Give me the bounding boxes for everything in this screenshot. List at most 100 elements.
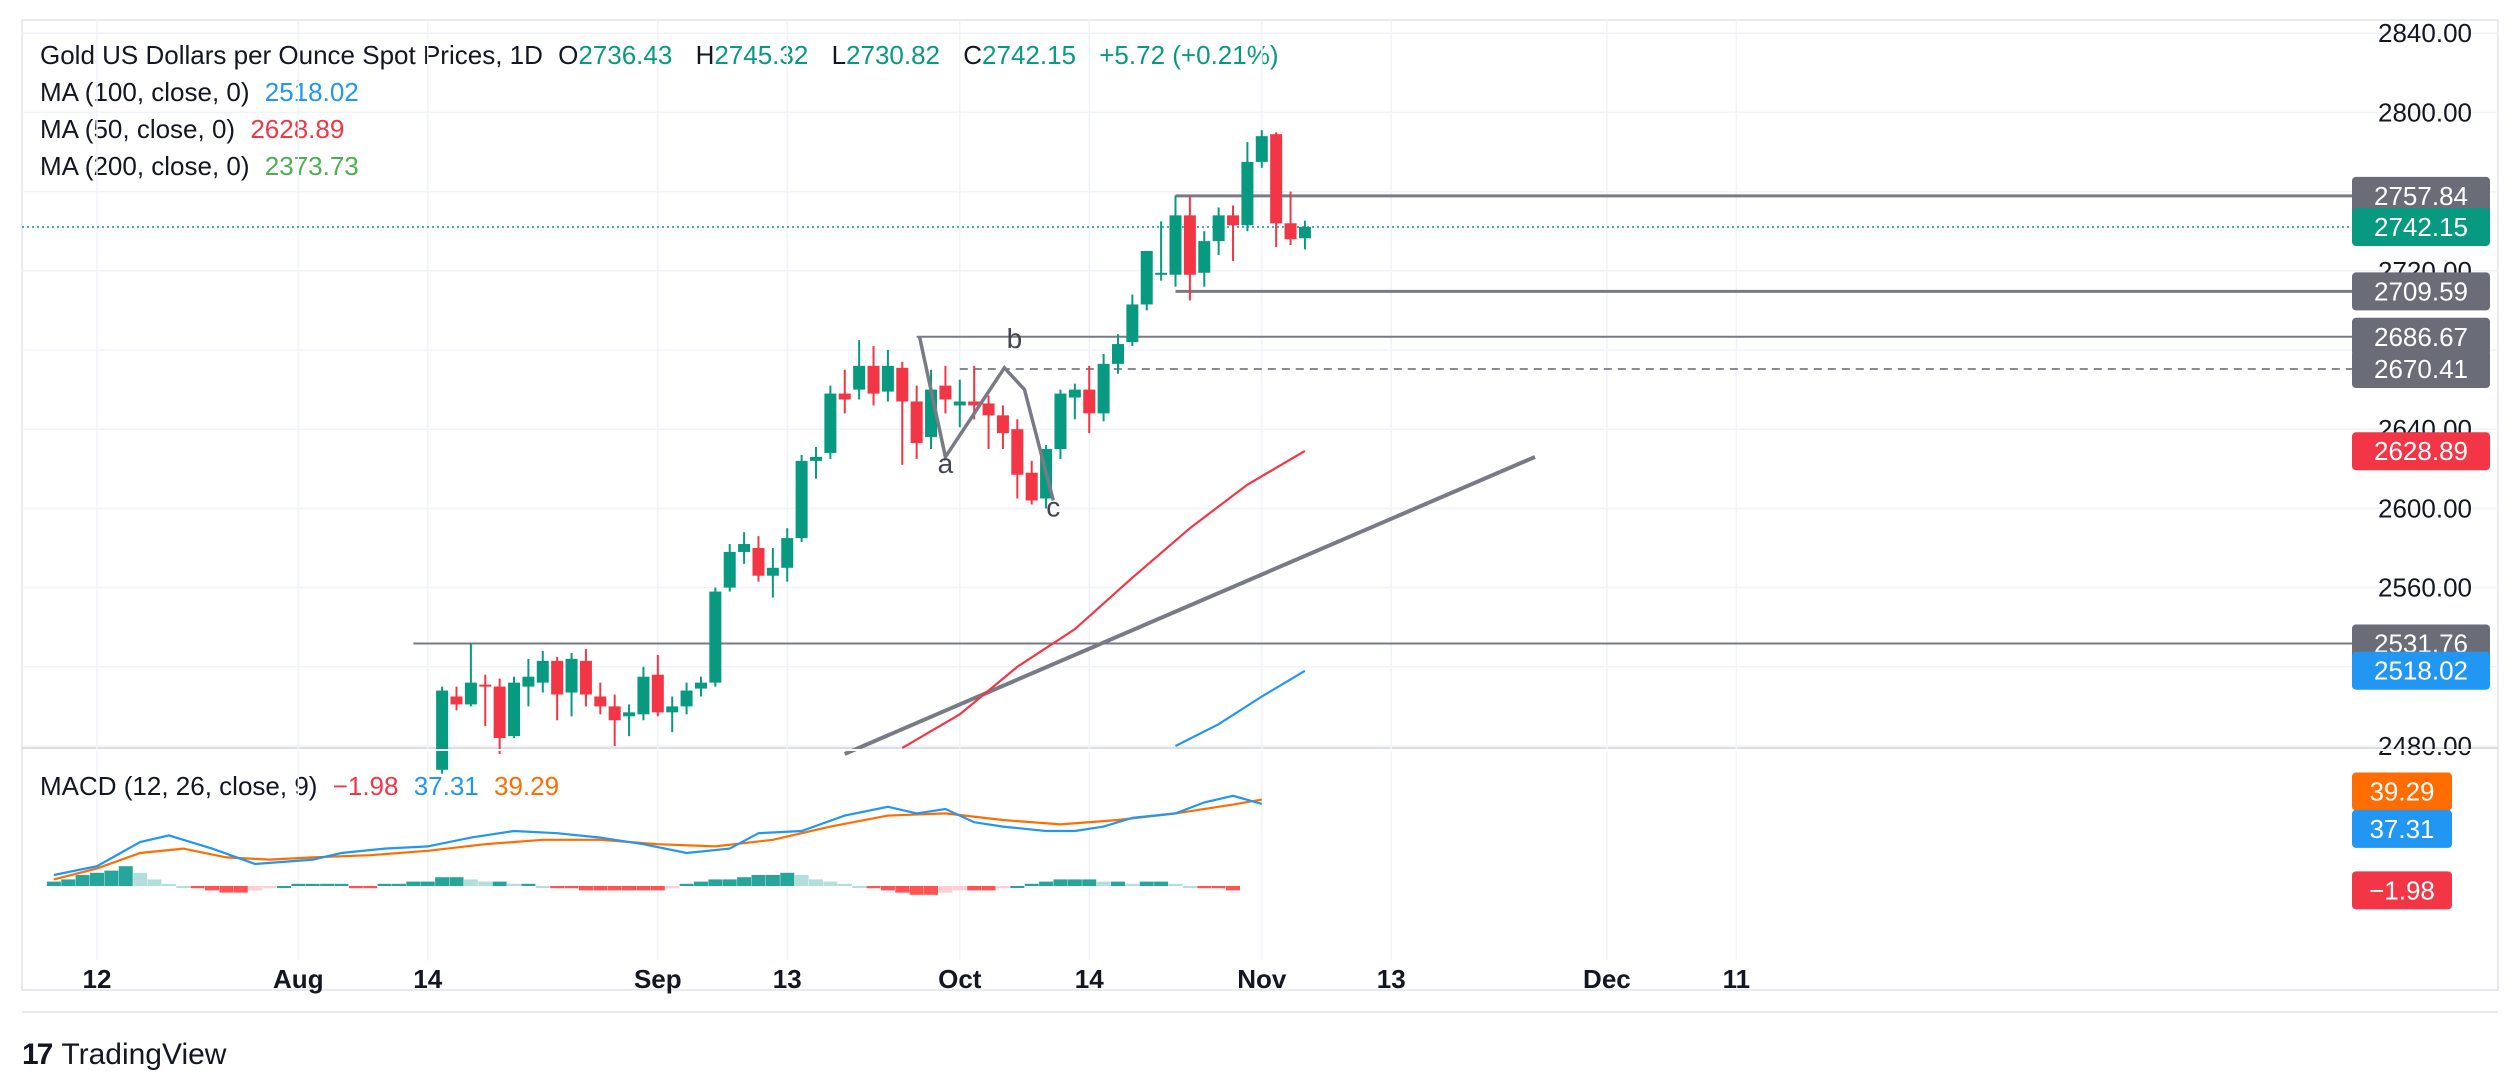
macd-histogram-bar <box>75 875 90 886</box>
legend-ma200[interactable]: MA (200, close, 0) 2373.73 <box>40 151 359 181</box>
macd-histogram-bar <box>521 883 536 886</box>
legend-ma100[interactable]: MA (100, close, 0) 2518.02 <box>40 77 359 107</box>
macd-histogram-bar <box>1182 886 1197 888</box>
pane-mask <box>23 749 2497 751</box>
macd-histogram-bar <box>348 886 363 889</box>
macd-histogram-bar <box>190 886 205 889</box>
candle-body <box>1011 429 1024 475</box>
level-badge: 2686.67 <box>2374 322 2468 352</box>
price-badge-bg <box>2352 651 2490 690</box>
macd-histogram-bar <box>334 883 349 886</box>
macd-histogram-bar <box>1067 879 1082 886</box>
candle-body <box>551 660 564 695</box>
candle-body <box>579 660 592 695</box>
macd-histogram-bar <box>981 886 996 891</box>
macd-histogram-bar <box>622 886 637 891</box>
tradingview-logo[interactable]: 17 TradingView <box>22 1038 226 1072</box>
macd-histogram-bar <box>262 886 277 889</box>
candle-body <box>810 456 822 461</box>
ohlc-low: L2730.82 <box>831 40 941 70</box>
macd-histogram-bar <box>895 886 910 893</box>
candle-body <box>1140 251 1153 305</box>
ma50-value: 2628.89 <box>250 114 345 144</box>
price-badge-bg <box>2352 432 2490 471</box>
macd-histogram-bar <box>866 886 881 889</box>
macd-histogram-bar <box>90 872 104 886</box>
macd-histogram-bar <box>463 879 478 886</box>
macd-histogram-bar <box>61 879 76 886</box>
macd-histogram-bar <box>1053 879 1068 886</box>
price-badge: 2518.02 <box>2374 656 2468 686</box>
macd-histogram-bar <box>248 886 263 891</box>
candle-body <box>1097 363 1110 414</box>
candle-body <box>436 690 449 770</box>
macd-histogram-bar <box>507 883 522 886</box>
candle-body <box>953 401 966 406</box>
chart-frame <box>21 19 2499 991</box>
macd-histogram-bar <box>1110 881 1125 886</box>
candle-body <box>1284 223 1297 240</box>
macd-histogram-bar <box>837 883 852 886</box>
macd-histogram-bar <box>708 879 723 886</box>
candle-body <box>853 365 866 390</box>
x-tick-label: Oct <box>938 964 982 994</box>
candle-body <box>508 682 521 737</box>
macd-histogram-bar <box>636 886 651 891</box>
macd-histogram-bar <box>161 883 176 886</box>
macd-histogram-bar <box>406 881 421 886</box>
macd-histogram-bar <box>578 886 593 891</box>
macd-histogram-bar <box>1197 886 1212 889</box>
ma50-line <box>901 450 1306 749</box>
macd-histogram-bar <box>377 883 392 886</box>
candle-body <box>1068 389 1081 398</box>
macd-histogram-bar <box>665 886 680 889</box>
candle-body <box>1270 134 1283 224</box>
macd-histogram-bar <box>118 866 133 886</box>
y-tick-label: 2600.00 <box>2378 493 2472 523</box>
macd-line <box>53 794 1263 877</box>
macd-histogram-bar <box>363 886 378 889</box>
candle-body <box>1083 389 1096 414</box>
candle-body <box>1054 393 1067 449</box>
macd-histogram-bar <box>320 883 335 886</box>
ma200-value: 2373.73 <box>264 151 359 181</box>
wave-label-b: b <box>1007 323 1023 354</box>
candle-body <box>795 460 808 539</box>
candle-body <box>867 365 880 394</box>
macd-histogram-bar <box>1211 886 1226 889</box>
x-tick-label: Aug <box>273 964 324 994</box>
level-badge-bg <box>2352 317 2490 356</box>
candle-body <box>1169 215 1182 275</box>
candle-body <box>968 401 981 406</box>
macd-histogram-bar <box>478 881 493 886</box>
macd-signal-value: 39.29 <box>494 771 560 801</box>
macd-histogram-bar <box>952 886 967 891</box>
legend-macd[interactable]: MACD (12, 26, close, 9) −1.98 37.31 39.2… <box>40 771 560 801</box>
candle-body <box>838 393 851 400</box>
macd-histogram-bar <box>1082 879 1097 886</box>
candle-body <box>637 676 650 715</box>
macd-histogram-bar <box>1226 886 1241 891</box>
level-badge-bg <box>2352 272 2490 311</box>
macd-histogram-bar <box>880 886 895 891</box>
ma100-value: 2518.02 <box>264 77 359 107</box>
candle-body <box>996 415 1009 434</box>
candle-body <box>896 367 909 402</box>
candle-body <box>594 696 607 707</box>
macd-histogram-bar <box>751 875 766 886</box>
macd-histogram-bar <box>1168 883 1183 886</box>
macd-histogram-bar <box>722 879 737 886</box>
macd-histogram-bar <box>1125 883 1140 886</box>
chart-header: Gold US Dollars per Ounce Spot Prices, 1… <box>40 40 1286 70</box>
macd-histogram-bar <box>679 883 694 886</box>
candle-body <box>982 403 995 416</box>
price-badge: 2742.15 <box>2374 212 2468 242</box>
candle-body <box>666 706 679 713</box>
legend-ma50[interactable]: MA (50, close, 0) 2628.89 <box>40 114 345 144</box>
macd-badge: 37.31 <box>2369 814 2434 844</box>
macd-histogram-bar <box>693 881 708 886</box>
macd-histogram-bar <box>909 886 924 895</box>
macd-histogram-bar <box>391 883 406 886</box>
macd-histogram-bar <box>938 886 953 893</box>
